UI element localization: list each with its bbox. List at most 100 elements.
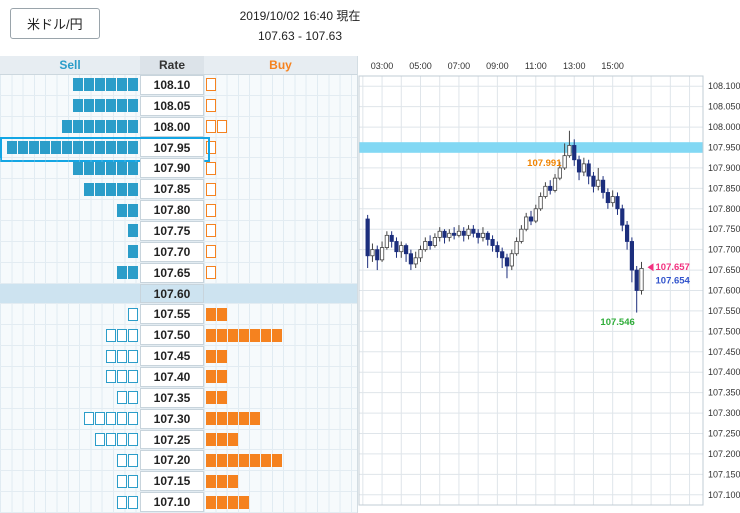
sell-filled-square xyxy=(128,120,138,134)
price-axis-label: 107.450 xyxy=(708,347,740,357)
rate-cell[interactable]: 107.85 xyxy=(140,179,204,200)
buy-filled-square xyxy=(206,370,216,384)
candle-down xyxy=(572,145,577,161)
orderbook-row-107.35[interactable]: 107.35 xyxy=(0,387,357,409)
rate-cell[interactable]: 107.25 xyxy=(140,429,204,450)
rate-cell[interactable]: 107.70 xyxy=(140,241,204,262)
rate-cell[interactable]: 107.10 xyxy=(140,492,204,513)
rate-cell[interactable]: 107.30 xyxy=(140,408,204,429)
sell-depth-cell xyxy=(0,116,140,137)
orderbook-row-107.20[interactable]: 107.20 xyxy=(0,450,357,472)
sell-filled-square xyxy=(84,120,94,134)
current-quote: 107.63 - 107.63 xyxy=(257,28,343,43)
orderbook-row-107.75[interactable]: 107.75 xyxy=(0,221,357,242)
candle-down xyxy=(624,224,630,242)
buy-depth-cell xyxy=(204,429,357,450)
rate-cell[interactable]: 107.95 xyxy=(140,137,204,158)
candle-down xyxy=(605,192,610,204)
buy-depth-cell xyxy=(204,137,357,158)
orderbook-row-107.25[interactable]: 107.25 xyxy=(0,429,357,451)
orderbook-row-107.85[interactable]: 107.85 xyxy=(0,179,357,201)
orderbook-row-107.90[interactable]: 107.90 xyxy=(0,158,357,180)
candle-down xyxy=(471,228,476,234)
rate-cell[interactable]: 107.75 xyxy=(140,221,204,241)
rate-cell[interactable]: 107.45 xyxy=(140,346,204,367)
rate-cell[interactable]: 108.05 xyxy=(140,95,204,116)
sell-hollow-square xyxy=(128,495,138,509)
rate-cell[interactable]: 107.15 xyxy=(140,471,204,492)
orderbook-row-107.30[interactable]: 107.30 xyxy=(0,408,357,430)
rate-cell[interactable]: 107.90 xyxy=(140,158,204,179)
buy-depth-cell xyxy=(204,492,357,513)
sell-depth-cell xyxy=(0,346,140,367)
rate-cell[interactable]: 108.00 xyxy=(140,116,204,137)
candle-up xyxy=(418,249,423,259)
sell-filled-square xyxy=(117,99,127,113)
sell-hollow-square xyxy=(95,412,105,426)
sell-depth-cell xyxy=(0,325,140,346)
rate-cell[interactable]: 107.80 xyxy=(140,200,204,221)
orderbook-row-108.10[interactable]: 108.10 xyxy=(0,75,357,96)
rate-cell[interactable]: 107.35 xyxy=(140,387,204,408)
sell-filled-square xyxy=(62,120,72,134)
sell-depth-cell xyxy=(0,408,140,429)
candle-down xyxy=(528,216,534,222)
sell-depth-cell xyxy=(0,283,140,304)
rate-cell[interactable]: 107.50 xyxy=(140,325,204,346)
candle-up xyxy=(543,185,548,197)
sell-filled-square xyxy=(51,141,61,154)
rate-cell[interactable]: 107.20 xyxy=(140,450,204,471)
currency-pair-button[interactable]: 米ドル/円 xyxy=(10,8,100,39)
timestamp: 2019/10/02 16:40 現在 xyxy=(239,9,361,23)
time-axis-label: 15:00 xyxy=(601,61,624,71)
sell-filled-square xyxy=(95,120,105,134)
candle-down xyxy=(375,249,380,261)
orderbook-row-107.70[interactable]: 107.70 xyxy=(0,241,357,263)
sell-filled-square xyxy=(106,99,116,113)
buy-depth-cell xyxy=(204,450,357,471)
candle-up xyxy=(384,234,389,248)
main-area: Sell Rate Buy 108.10 108.05 108.00 107.95 10… xyxy=(0,56,740,513)
candle-down xyxy=(365,218,370,257)
rate-cell[interactable]: 107.65 xyxy=(140,262,204,283)
chart-panel: 108.100 108.050 108.000 107.950 107.900 107.8… xyxy=(358,56,740,513)
current-rate-band xyxy=(359,142,703,153)
candle-up xyxy=(538,196,543,210)
orderbook-row-107.80[interactable]: 107.80 xyxy=(0,200,357,222)
sell-hollow-square xyxy=(117,433,127,447)
sell-filled-square xyxy=(95,141,105,154)
price-axis-label: 107.600 xyxy=(708,286,740,296)
orderbook-row-108.00[interactable]: 108.00 xyxy=(0,116,357,138)
orderbook-row-107.10[interactable]: 107.10 xyxy=(0,492,357,513)
buy-depth-cell xyxy=(204,262,357,283)
orderbook-row-107.95[interactable]: 107.95 xyxy=(0,136,357,163)
orderbook-row-107.15[interactable]: 107.15 xyxy=(0,471,357,493)
orderbook-row-107.50[interactable]: 107.50 xyxy=(0,325,357,347)
orderbook-row-107.65[interactable]: 107.65 xyxy=(0,262,357,284)
orderbook-row-108.05[interactable]: 108.05 xyxy=(0,95,357,117)
candle-up xyxy=(514,241,519,255)
buy-filled-square xyxy=(217,433,227,447)
sell-filled-square xyxy=(18,141,28,154)
orderbook-row-107.45[interactable]: 107.45 xyxy=(0,346,357,368)
orderbook-row-107.55[interactable]: 107.55 xyxy=(0,304,357,326)
sell-hollow-square xyxy=(106,412,116,426)
candle-up xyxy=(447,232,452,238)
buy-filled-square xyxy=(261,328,271,342)
price-axis-label: 107.700 xyxy=(708,245,740,255)
rate-cell[interactable]: 107.55 xyxy=(140,304,204,325)
sell-depth-cell xyxy=(0,200,140,221)
buy-depth-cell xyxy=(204,116,357,137)
buy-filled-square xyxy=(228,433,238,447)
orderbook-row-107.60[interactable]: 107.60 xyxy=(0,283,357,305)
time-axis-label: 13:00 xyxy=(563,61,586,71)
rate-cell[interactable]: 107.60 xyxy=(140,283,204,304)
buy-filled-square xyxy=(228,474,238,488)
sell-filled-square xyxy=(117,266,127,280)
orderbook-row-107.40[interactable]: 107.40 xyxy=(0,367,357,388)
time-axis-label: 05:00 xyxy=(409,61,432,71)
rate-cell[interactable]: 107.40 xyxy=(140,367,204,387)
rate-cell[interactable]: 108.10 xyxy=(140,75,204,95)
sell-hollow-square xyxy=(128,307,138,321)
